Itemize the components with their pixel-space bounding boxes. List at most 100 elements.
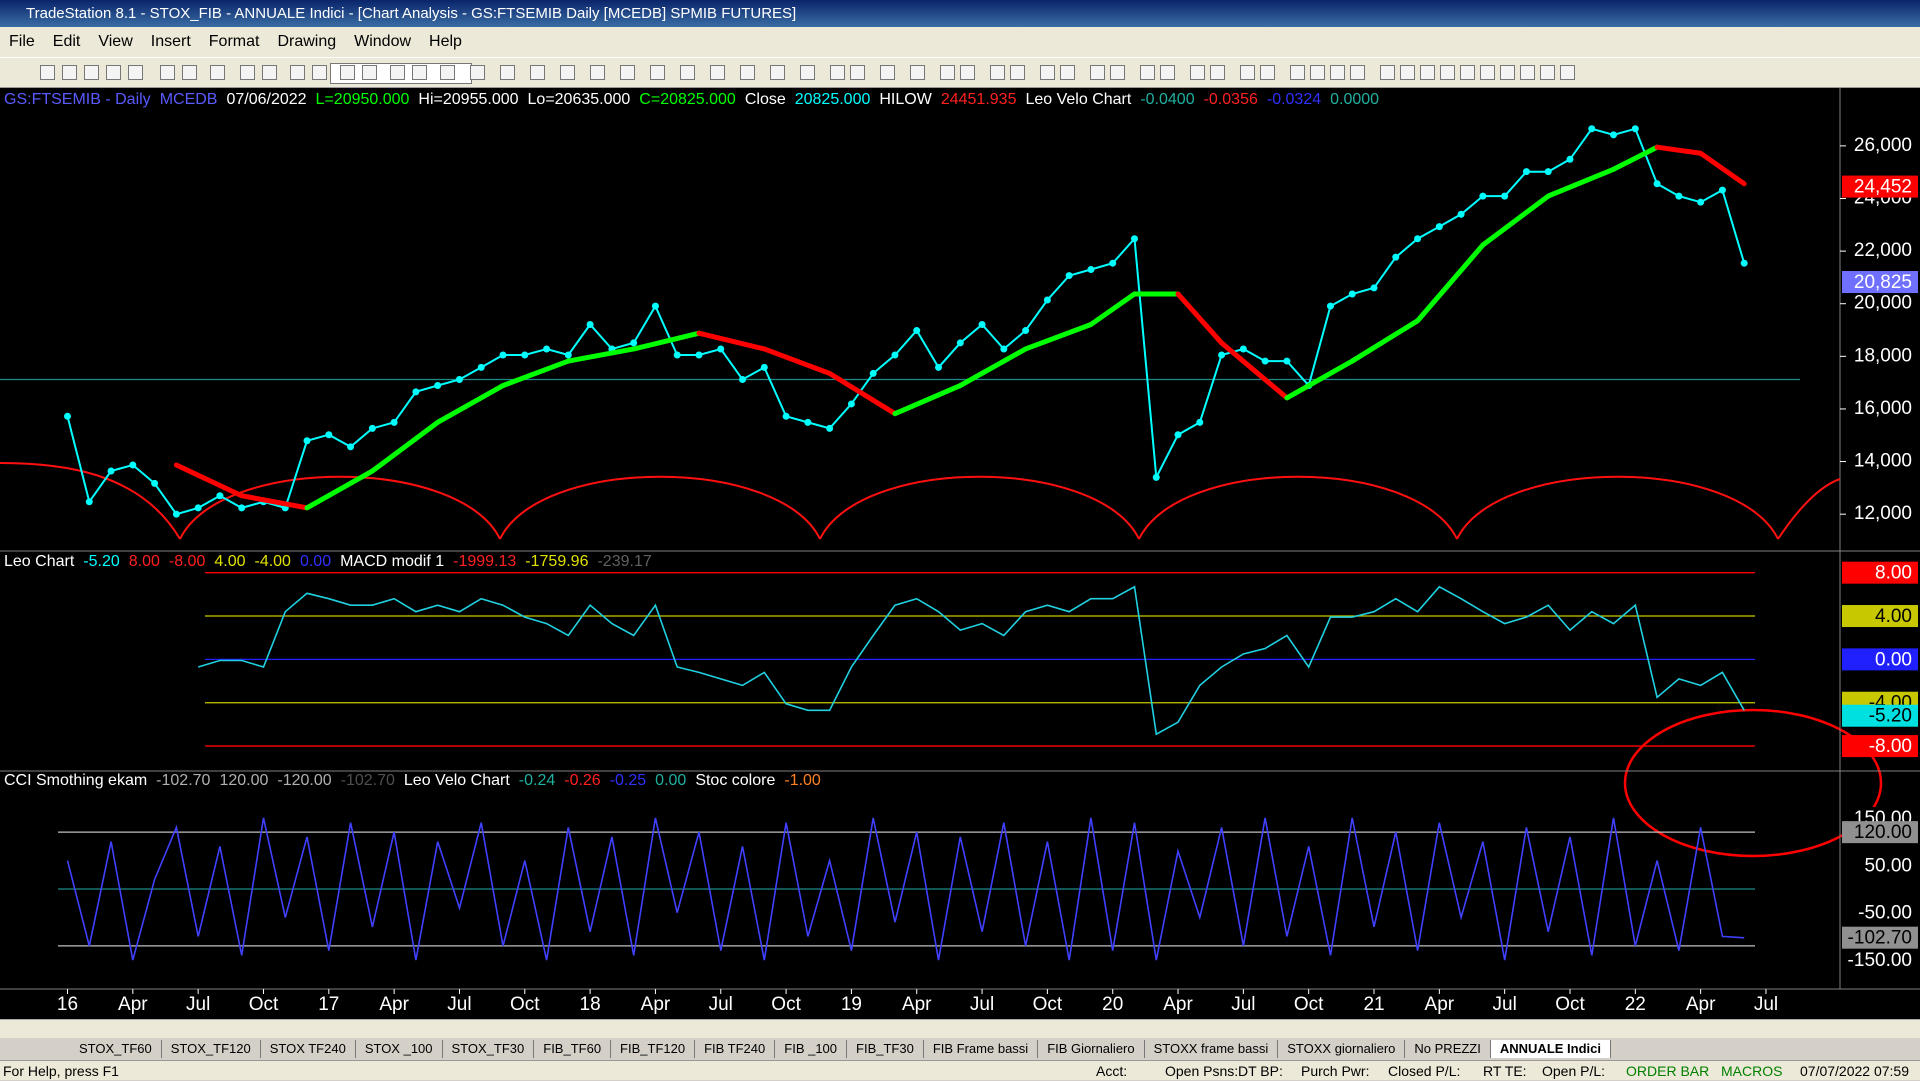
toolbar-button[interactable] bbox=[210, 65, 225, 80]
price-dot bbox=[673, 351, 681, 359]
toolbar-button[interactable] bbox=[960, 65, 975, 80]
toolbar-button[interactable] bbox=[770, 65, 785, 80]
sheet-tab[interactable]: FIB_TF60 bbox=[534, 1040, 612, 1058]
toolbar-button[interactable] bbox=[240, 65, 255, 80]
toolbar-button[interactable] bbox=[470, 65, 485, 80]
toolbar-button[interactable] bbox=[160, 65, 175, 80]
axis-label-box bbox=[1842, 901, 1918, 924]
toolbar-button[interactable] bbox=[910, 65, 925, 80]
price-dot bbox=[434, 382, 442, 390]
toolbar-button[interactable] bbox=[1520, 65, 1535, 80]
toolbar-button[interactable] bbox=[84, 65, 99, 80]
toolbar-button[interactable] bbox=[1010, 65, 1025, 80]
sheet-tab[interactable]: FIB_TF30 bbox=[847, 1040, 924, 1058]
sheet-tab[interactable]: STOXX frame bassi bbox=[1145, 1040, 1279, 1058]
menu-item[interactable]: Edit bbox=[52, 33, 81, 50]
toolbar-button[interactable] bbox=[1500, 65, 1515, 80]
toolbar-button[interactable] bbox=[1240, 65, 1255, 80]
sheet-tab[interactable]: FIB Frame bassi bbox=[924, 1040, 1039, 1058]
toolbar-button[interactable] bbox=[1540, 65, 1555, 80]
toolbar-button[interactable] bbox=[1290, 65, 1305, 80]
toolbar-button[interactable] bbox=[1190, 65, 1205, 80]
toolbar-button[interactable] bbox=[680, 65, 695, 80]
toolbar-button[interactable] bbox=[440, 65, 455, 80]
ma-segment bbox=[1415, 242, 1486, 324]
menu-item[interactable]: View bbox=[98, 33, 133, 50]
toolbar-button[interactable] bbox=[1210, 65, 1225, 80]
toolbar-button[interactable] bbox=[880, 65, 895, 80]
sheet-tab[interactable]: STOX_TF30 bbox=[443, 1040, 535, 1058]
toolbar-button[interactable] bbox=[182, 65, 197, 80]
toolbar-button[interactable] bbox=[1110, 65, 1125, 80]
sheet-tab[interactable]: ANNUALE Indici bbox=[1490, 1040, 1611, 1058]
ma-segment bbox=[892, 383, 963, 417]
toolbar-button[interactable] bbox=[940, 65, 955, 80]
toolbar-button[interactable] bbox=[800, 65, 815, 80]
scrollbar[interactable] bbox=[0, 1019, 1920, 1038]
toolbar-button[interactable] bbox=[1090, 65, 1105, 80]
toolbar-button[interactable] bbox=[590, 65, 605, 80]
toolbar-button[interactable] bbox=[1400, 65, 1415, 80]
status-field: RT TE: bbox=[1483, 1063, 1527, 1079]
toolbar-button[interactable] bbox=[262, 65, 277, 80]
toolbar-button[interactable] bbox=[340, 65, 355, 80]
sheet-tab[interactable]: FIB TF240 bbox=[695, 1040, 776, 1058]
toolbar-button[interactable] bbox=[1350, 65, 1365, 80]
sheet-tab[interactable]: FIB_TF120 bbox=[611, 1040, 696, 1058]
toolbar-button[interactable] bbox=[1040, 65, 1055, 80]
toolbar-button[interactable] bbox=[1060, 65, 1075, 80]
toolbar-button[interactable] bbox=[1460, 65, 1475, 80]
toolbar-button[interactable] bbox=[412, 65, 427, 80]
ma-segment bbox=[565, 346, 637, 364]
toolbar-button[interactable] bbox=[1420, 65, 1435, 80]
toolbar-button[interactable] bbox=[740, 65, 755, 80]
toolbar-button[interactable] bbox=[1440, 65, 1455, 80]
sheet-tab[interactable]: STOX_TF120 bbox=[162, 1040, 261, 1058]
toolbar-button[interactable] bbox=[830, 65, 845, 80]
price-dot bbox=[1130, 235, 1138, 243]
toolbar-button[interactable] bbox=[560, 65, 575, 80]
toolbar-button[interactable] bbox=[106, 65, 121, 80]
menu-item[interactable]: Format bbox=[208, 33, 260, 50]
toolbar-button[interactable] bbox=[290, 65, 305, 80]
axis-label-box bbox=[1842, 175, 1918, 198]
status-field: Acct: bbox=[1096, 1063, 1128, 1079]
toolbar-button[interactable] bbox=[500, 65, 515, 80]
sheet-tab[interactable]: STOX _100 bbox=[356, 1040, 443, 1058]
toolbar-button[interactable] bbox=[850, 65, 865, 80]
x-tick-label: Jul bbox=[186, 994, 210, 1015]
toolbar-button[interactable] bbox=[128, 65, 143, 80]
menu-item[interactable]: Help bbox=[429, 33, 462, 50]
toolbar-button[interactable] bbox=[710, 65, 725, 80]
toolbar-button[interactable] bbox=[990, 65, 1005, 80]
toolbar-button[interactable] bbox=[62, 65, 77, 80]
toolbar-button[interactable] bbox=[530, 65, 545, 80]
toolbar-button[interactable] bbox=[312, 65, 327, 80]
ma-segment bbox=[1023, 321, 1094, 352]
menu-item[interactable]: Insert bbox=[150, 33, 191, 50]
toolbar-button[interactable] bbox=[620, 65, 635, 80]
toolbar-button[interactable] bbox=[650, 65, 665, 80]
price-dot bbox=[129, 461, 137, 469]
toolbar-button[interactable] bbox=[1480, 65, 1495, 80]
sheet-tab[interactable]: No PREZZI bbox=[1405, 1040, 1491, 1058]
sheet-tab[interactable]: FIB _100 bbox=[775, 1040, 848, 1058]
sheet-tab[interactable]: STOX_TF60 bbox=[70, 1040, 162, 1058]
ma-segment bbox=[1284, 358, 1355, 401]
toolbar-button[interactable] bbox=[1560, 65, 1575, 80]
sheet-tab[interactable]: FIB Giornaliero bbox=[1038, 1040, 1145, 1058]
toolbar-button[interactable] bbox=[1380, 65, 1395, 80]
toolbar-button[interactable] bbox=[1140, 65, 1155, 80]
toolbar-button[interactable] bbox=[390, 65, 405, 80]
toolbar-button[interactable] bbox=[1260, 65, 1275, 80]
toolbar-button[interactable] bbox=[362, 65, 377, 80]
toolbar-button[interactable] bbox=[40, 65, 55, 80]
toolbar-button[interactable] bbox=[1330, 65, 1345, 80]
toolbar-button[interactable] bbox=[1310, 65, 1325, 80]
menu-item[interactable]: Drawing bbox=[277, 33, 337, 50]
menu-item[interactable]: Window bbox=[354, 33, 412, 50]
menu-item[interactable]: File bbox=[9, 33, 35, 50]
sheet-tab[interactable]: STOX TF240 bbox=[261, 1040, 356, 1058]
toolbar-button[interactable] bbox=[1160, 65, 1175, 80]
sheet-tab[interactable]: STOXX giornaliero bbox=[1278, 1040, 1406, 1058]
